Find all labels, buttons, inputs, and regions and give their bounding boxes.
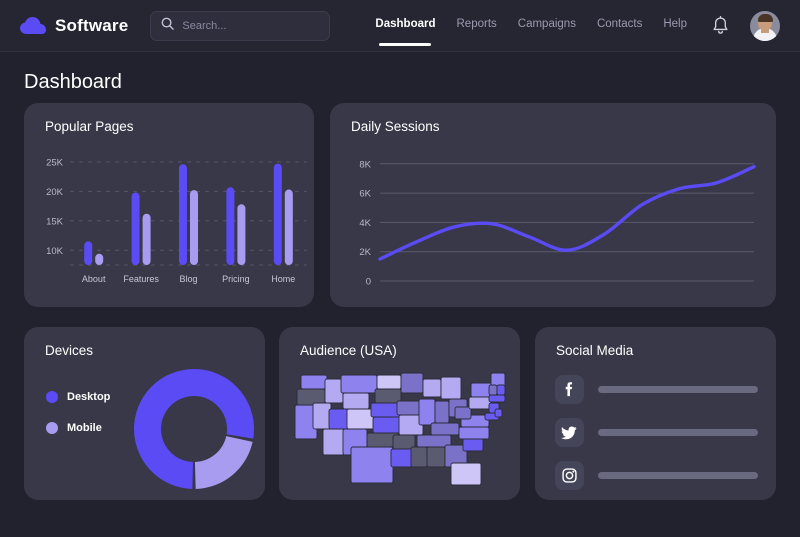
page-title: Dashboard — [24, 71, 122, 93]
svg-text:Home: Home — [271, 274, 295, 284]
progress-track — [598, 429, 758, 436]
card-title: Audience (USA) — [300, 343, 397, 358]
nav-item-contacts[interactable]: Contacts — [596, 18, 643, 30]
social-row-twitter[interactable] — [555, 418, 758, 447]
search-input[interactable] — [182, 19, 320, 32]
card-popular-pages: Popular Pages 10K 15K 20K 25K About Features B… — [24, 103, 314, 307]
nav-item-reports[interactable]: Reports — [456, 18, 497, 30]
legend-item-desktop[interactable]: Desktop — [46, 391, 110, 403]
instagram-icon[interactable] — [555, 461, 584, 490]
search-icon — [161, 17, 175, 35]
card-title: Social Media — [556, 343, 634, 358]
svg-text:0: 0 — [366, 277, 371, 288]
svg-text:Blog: Blog — [179, 274, 197, 284]
daily-sessions-line-chart: 0 2K 4K 6K 8K — [359, 159, 756, 288]
nav-item-help[interactable]: Help — [663, 18, 687, 30]
svg-text:10K: 10K — [46, 246, 64, 257]
search-box[interactable] — [150, 10, 331, 41]
card-title: Devices — [45, 343, 94, 358]
svg-text:Features: Features — [123, 274, 159, 284]
usa-choropleth-map[interactable] — [291, 371, 509, 489]
svg-text:4K: 4K — [359, 218, 371, 229]
social-row-facebook[interactable] — [555, 375, 758, 404]
card-title: Daily Sessions — [351, 119, 440, 134]
brand-name: Software — [55, 15, 129, 35]
svg-text:About: About — [82, 274, 106, 284]
progress-track — [598, 472, 758, 479]
avatar-body — [753, 27, 777, 41]
svg-text:6K: 6K — [359, 189, 371, 200]
legend-label: Desktop — [67, 391, 111, 403]
legend-item-mobile[interactable]: Mobile — [46, 422, 110, 434]
svg-text:8K: 8K — [359, 159, 371, 170]
avatar-hair — [757, 13, 773, 22]
legend-color-swatch — [46, 422, 58, 434]
popular-pages-bar-chart: 10K 15K 20K 25K About Features Blog Pricing Home — [46, 157, 307, 284]
active-tab-underline — [379, 43, 432, 46]
nav-item-dashboard[interactable]: Dashboard — [375, 18, 436, 46]
card-audience-usa: Audience (USA) — [279, 327, 520, 500]
card-title: Popular Pages — [45, 119, 134, 134]
svg-text:20K: 20K — [46, 187, 64, 198]
legend-label: Mobile — [67, 422, 102, 434]
facebook-icon[interactable] — [555, 375, 584, 404]
devices-donut-chart — [134, 369, 254, 489]
nav-item-campaigns[interactable]: Campaigns — [517, 18, 576, 30]
notification-bell-icon[interactable] — [712, 15, 729, 35]
card-daily-sessions: Daily Sessions 0 2K 4K 6K 8K — [330, 103, 776, 307]
devices-legend: Desktop Mobile — [46, 391, 110, 453]
svg-text:Pricing: Pricing — [222, 274, 250, 284]
social-row-instagram[interactable] — [555, 461, 758, 490]
app-header: Software Dashboard Reports Campaigns Con… — [0, 0, 800, 52]
svg-text:15K: 15K — [46, 216, 64, 227]
cloud-icon — [20, 16, 46, 35]
progress-track — [598, 386, 758, 393]
social-media-list — [555, 375, 758, 504]
svg-text:2K: 2K — [359, 247, 371, 258]
card-social-media: Social Media — [535, 327, 776, 500]
user-avatar[interactable] — [750, 10, 780, 41]
card-devices: Devices Desktop Mobile — [24, 327, 265, 500]
svg-text:25K: 25K — [46, 157, 64, 168]
brand-logo[interactable]: Software — [20, 16, 128, 36]
legend-color-swatch — [46, 391, 58, 403]
twitter-icon[interactable] — [555, 418, 584, 447]
main-nav: Dashboard Reports Campaigns Contacts Hel… — [375, 10, 780, 46]
